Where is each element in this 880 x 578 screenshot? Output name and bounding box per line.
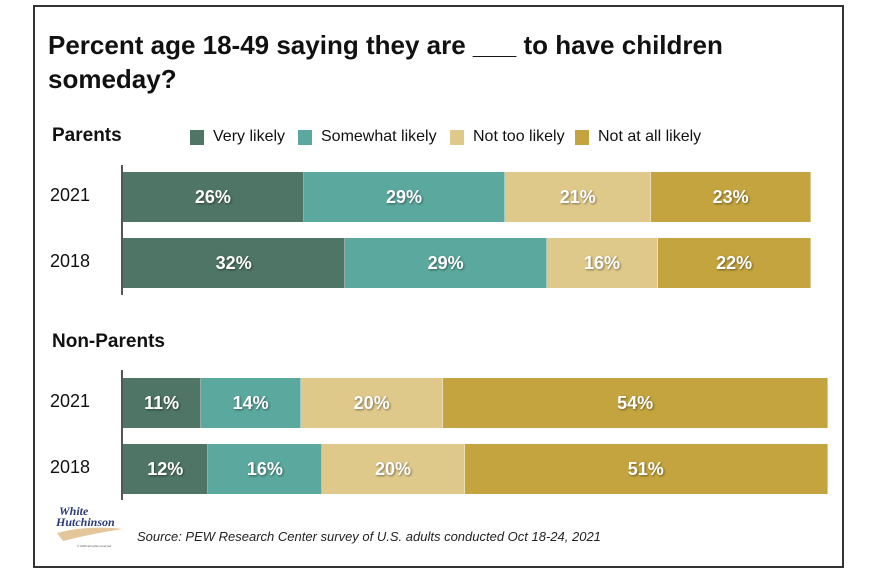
bar-segment: 16%: [546, 238, 659, 288]
bar-segment: 54%: [443, 378, 828, 428]
legend-entry: Somewhat likely: [298, 128, 437, 146]
legend-entry: Very likely: [190, 128, 285, 146]
legend-entry: Not at all likely: [575, 128, 701, 146]
group-label: Non-Parents: [52, 331, 165, 352]
bar-segment: 12%: [123, 444, 209, 494]
bar-segment: 29%: [345, 238, 547, 288]
bar-segment: 16%: [208, 444, 323, 494]
legend-swatch: [575, 129, 589, 145]
bar-segment: 20%: [301, 378, 444, 428]
legend-swatch: [298, 129, 312, 145]
row-label: 2021: [50, 391, 91, 411]
bar-segment: 51%: [464, 444, 828, 494]
bar-segment: 11%: [123, 378, 202, 428]
axis-line: [121, 165, 123, 295]
axis-line: [121, 370, 123, 500]
legend-label: Not too likely: [473, 128, 565, 145]
legend-swatch: [190, 129, 204, 145]
bar-segment: 29%: [303, 172, 506, 222]
row-label: 2018: [50, 251, 91, 271]
bar-segment: 20%: [322, 444, 465, 494]
source-note: Source: PEW Research Center survey of U.…: [137, 529, 601, 544]
group-label: Parents: [52, 125, 122, 146]
legend-entry: Not too likely: [450, 128, 565, 146]
svg-text:© 2020 all rights reserved: © 2020 all rights reserved: [77, 544, 112, 548]
bar-segment: 14%: [201, 378, 301, 428]
bar-segment: 23%: [651, 172, 812, 222]
chart-frame: [33, 5, 844, 568]
bar-segment: 32%: [123, 238, 346, 288]
white-hutchinson-logo: White Hutchinson © 2020 all rights reser…: [55, 504, 123, 548]
row-label: 2021: [50, 185, 91, 205]
chart-title: Percent age 18-49 saying they are ___ to…: [48, 30, 723, 94]
legend-label: Very likely: [213, 128, 286, 145]
bar-segment: 22%: [658, 238, 812, 288]
bar-segment: 26%: [123, 172, 304, 222]
svg-text:Hutchinson: Hutchinson: [55, 515, 115, 529]
row-label: 2018: [50, 457, 91, 477]
legend-swatch: [450, 129, 464, 145]
legend-label: Somewhat likely: [321, 128, 437, 145]
legend-label: Not at all likely: [598, 128, 702, 145]
bar-segment: 21%: [505, 172, 652, 222]
svg-text:White: White: [59, 504, 89, 518]
